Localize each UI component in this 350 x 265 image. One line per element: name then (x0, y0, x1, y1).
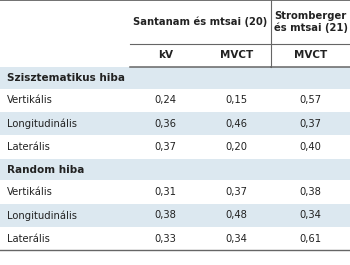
Text: 0,31: 0,31 (154, 187, 176, 197)
Text: 0,34: 0,34 (300, 210, 322, 220)
Text: 0,48: 0,48 (225, 210, 247, 220)
Text: kV: kV (158, 50, 173, 60)
Bar (0, 67, 350, 89)
Text: 0,24: 0,24 (154, 95, 176, 105)
Bar (0, 44, 350, 67)
Text: Santanam és mtsai (20): Santanam és mtsai (20) (133, 17, 267, 27)
Text: 0,38: 0,38 (300, 187, 322, 197)
Text: 0,37: 0,37 (225, 187, 247, 197)
Text: Szisztematikus hiba: Szisztematikus hiba (7, 73, 125, 83)
Text: 0,40: 0,40 (300, 142, 322, 152)
Text: Vertikális: Vertikális (7, 95, 53, 105)
Bar (0, 227, 350, 250)
Bar (0, 0, 350, 44)
Text: 0,36: 0,36 (154, 119, 176, 129)
Text: MVCT: MVCT (294, 50, 327, 60)
Text: Longitudinális: Longitudinális (7, 210, 77, 221)
Text: 0,37: 0,37 (300, 119, 322, 129)
Text: 0,37: 0,37 (154, 142, 176, 152)
Text: 0,46: 0,46 (225, 119, 247, 129)
Text: 0,57: 0,57 (300, 95, 322, 105)
Text: 0,20: 0,20 (225, 142, 247, 152)
Text: 0,61: 0,61 (300, 234, 322, 244)
Bar (0, 180, 350, 204)
Text: 0,33: 0,33 (154, 234, 176, 244)
Text: Stromberger
és mtsai (21): Stromberger és mtsai (21) (274, 11, 348, 33)
Bar (0, 204, 350, 227)
Text: 0,15: 0,15 (225, 95, 247, 105)
Bar (0, 89, 350, 112)
Text: Laterális: Laterális (7, 234, 50, 244)
Text: Random hiba: Random hiba (7, 165, 84, 175)
Text: 0,34: 0,34 (225, 234, 247, 244)
Text: Vertikális: Vertikális (7, 187, 53, 197)
Bar (0, 112, 350, 135)
Text: Longitudinális: Longitudinális (7, 118, 77, 129)
Text: 0,38: 0,38 (154, 210, 176, 220)
Text: MVCT: MVCT (220, 50, 253, 60)
Bar (0, 159, 350, 180)
Bar (0, 135, 350, 159)
Text: Laterális: Laterális (7, 142, 50, 152)
